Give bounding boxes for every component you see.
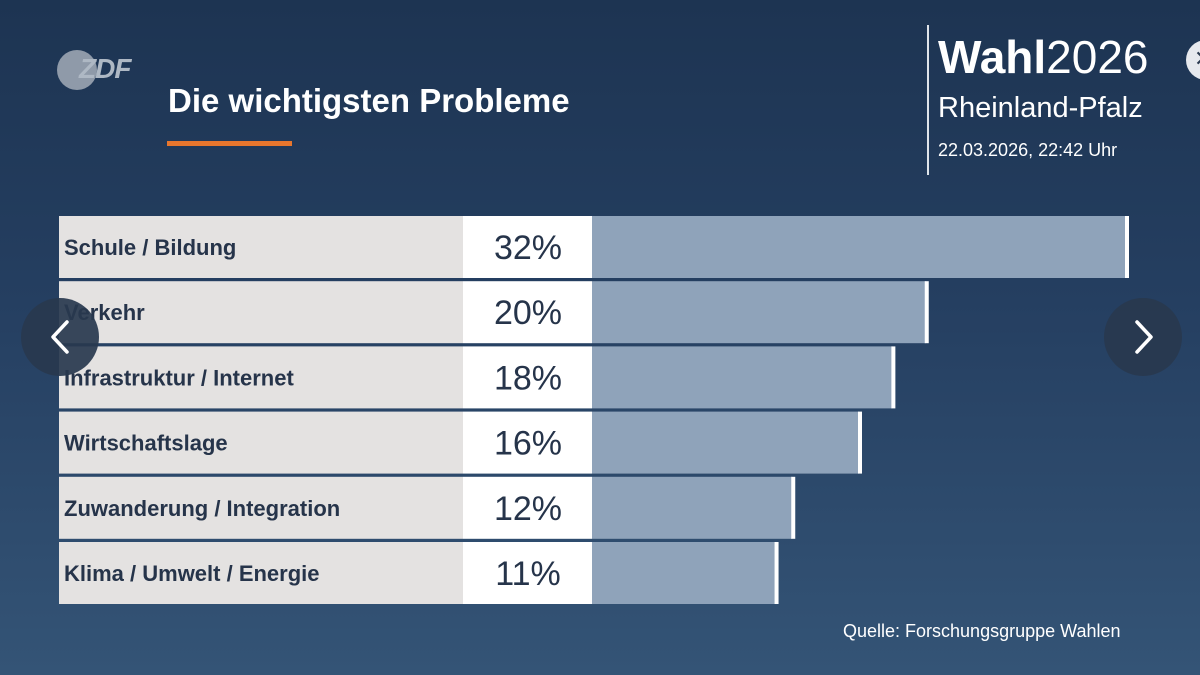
bar-end-marker — [1125, 216, 1129, 278]
bar-end-marker — [774, 542, 779, 604]
brand-region: Rheinland-Pfalz — [938, 92, 1143, 124]
value-label-bg — [463, 281, 592, 344]
bar — [592, 346, 893, 409]
zdf-logo-circle — [57, 50, 97, 90]
category-label-bg — [59, 281, 463, 344]
bar-end-marker — [924, 281, 929, 344]
category-label: Infrastruktur / Internet — [64, 365, 294, 390]
brand-divider — [927, 25, 929, 175]
bar — [592, 476, 793, 539]
prev-slide-button[interactable] — [21, 298, 99, 376]
value-label: 18% — [494, 359, 562, 397]
value-label: 32% — [494, 229, 562, 267]
brand-title-bold: Wahl — [938, 31, 1047, 83]
bar-end-marker — [891, 346, 896, 409]
value-label-bg — [463, 216, 592, 278]
category-label-bg — [59, 476, 463, 539]
brand-title: Wahl2026 — [938, 30, 1149, 84]
category-label-bg — [59, 216, 463, 278]
chevron-left-icon — [51, 320, 69, 354]
category-label-bg — [59, 542, 463, 604]
category-label-bg — [59, 411, 463, 474]
value-label-bg — [463, 411, 592, 474]
brand-datetime: 22.03.2026, 22:42 Uhr — [938, 140, 1118, 160]
value-label-bg — [463, 476, 592, 539]
brand-title-year: 2026 — [1046, 31, 1149, 83]
source-note: Quelle: Forschungsgruppe Wahlen — [843, 621, 1121, 641]
close-button[interactable]: ✕ — [1186, 40, 1200, 80]
bar — [592, 411, 859, 474]
bar — [592, 216, 1126, 278]
category-label: Klima / Umwelt / Energie — [64, 561, 320, 586]
value-label: 16% — [494, 425, 562, 463]
category-label-bg — [59, 346, 463, 409]
zdf-logo: ZDF — [57, 50, 135, 90]
category-label: Wirtschaftslage — [64, 431, 228, 456]
value-label: 11% — [495, 555, 561, 593]
close-icon: ✕ — [1194, 46, 1200, 72]
bar — [592, 281, 926, 344]
next-slide-button[interactable] — [1104, 298, 1182, 376]
chevron-right-icon — [1135, 320, 1153, 354]
zdf-logo-text: ZDF — [79, 53, 131, 84]
title-underline — [167, 141, 292, 146]
page-title: Die wichtigsten Probleme — [168, 82, 570, 119]
value-label-bg — [463, 542, 592, 604]
category-label: Zuwanderung / Integration — [64, 496, 340, 521]
value-label: 12% — [494, 490, 562, 528]
bar-end-marker — [791, 476, 796, 539]
bar — [592, 542, 776, 604]
category-label: Schule / Bildung — [64, 235, 236, 260]
value-label: 20% — [494, 294, 562, 332]
bar-end-marker — [858, 411, 862, 474]
value-label-bg — [463, 346, 592, 409]
